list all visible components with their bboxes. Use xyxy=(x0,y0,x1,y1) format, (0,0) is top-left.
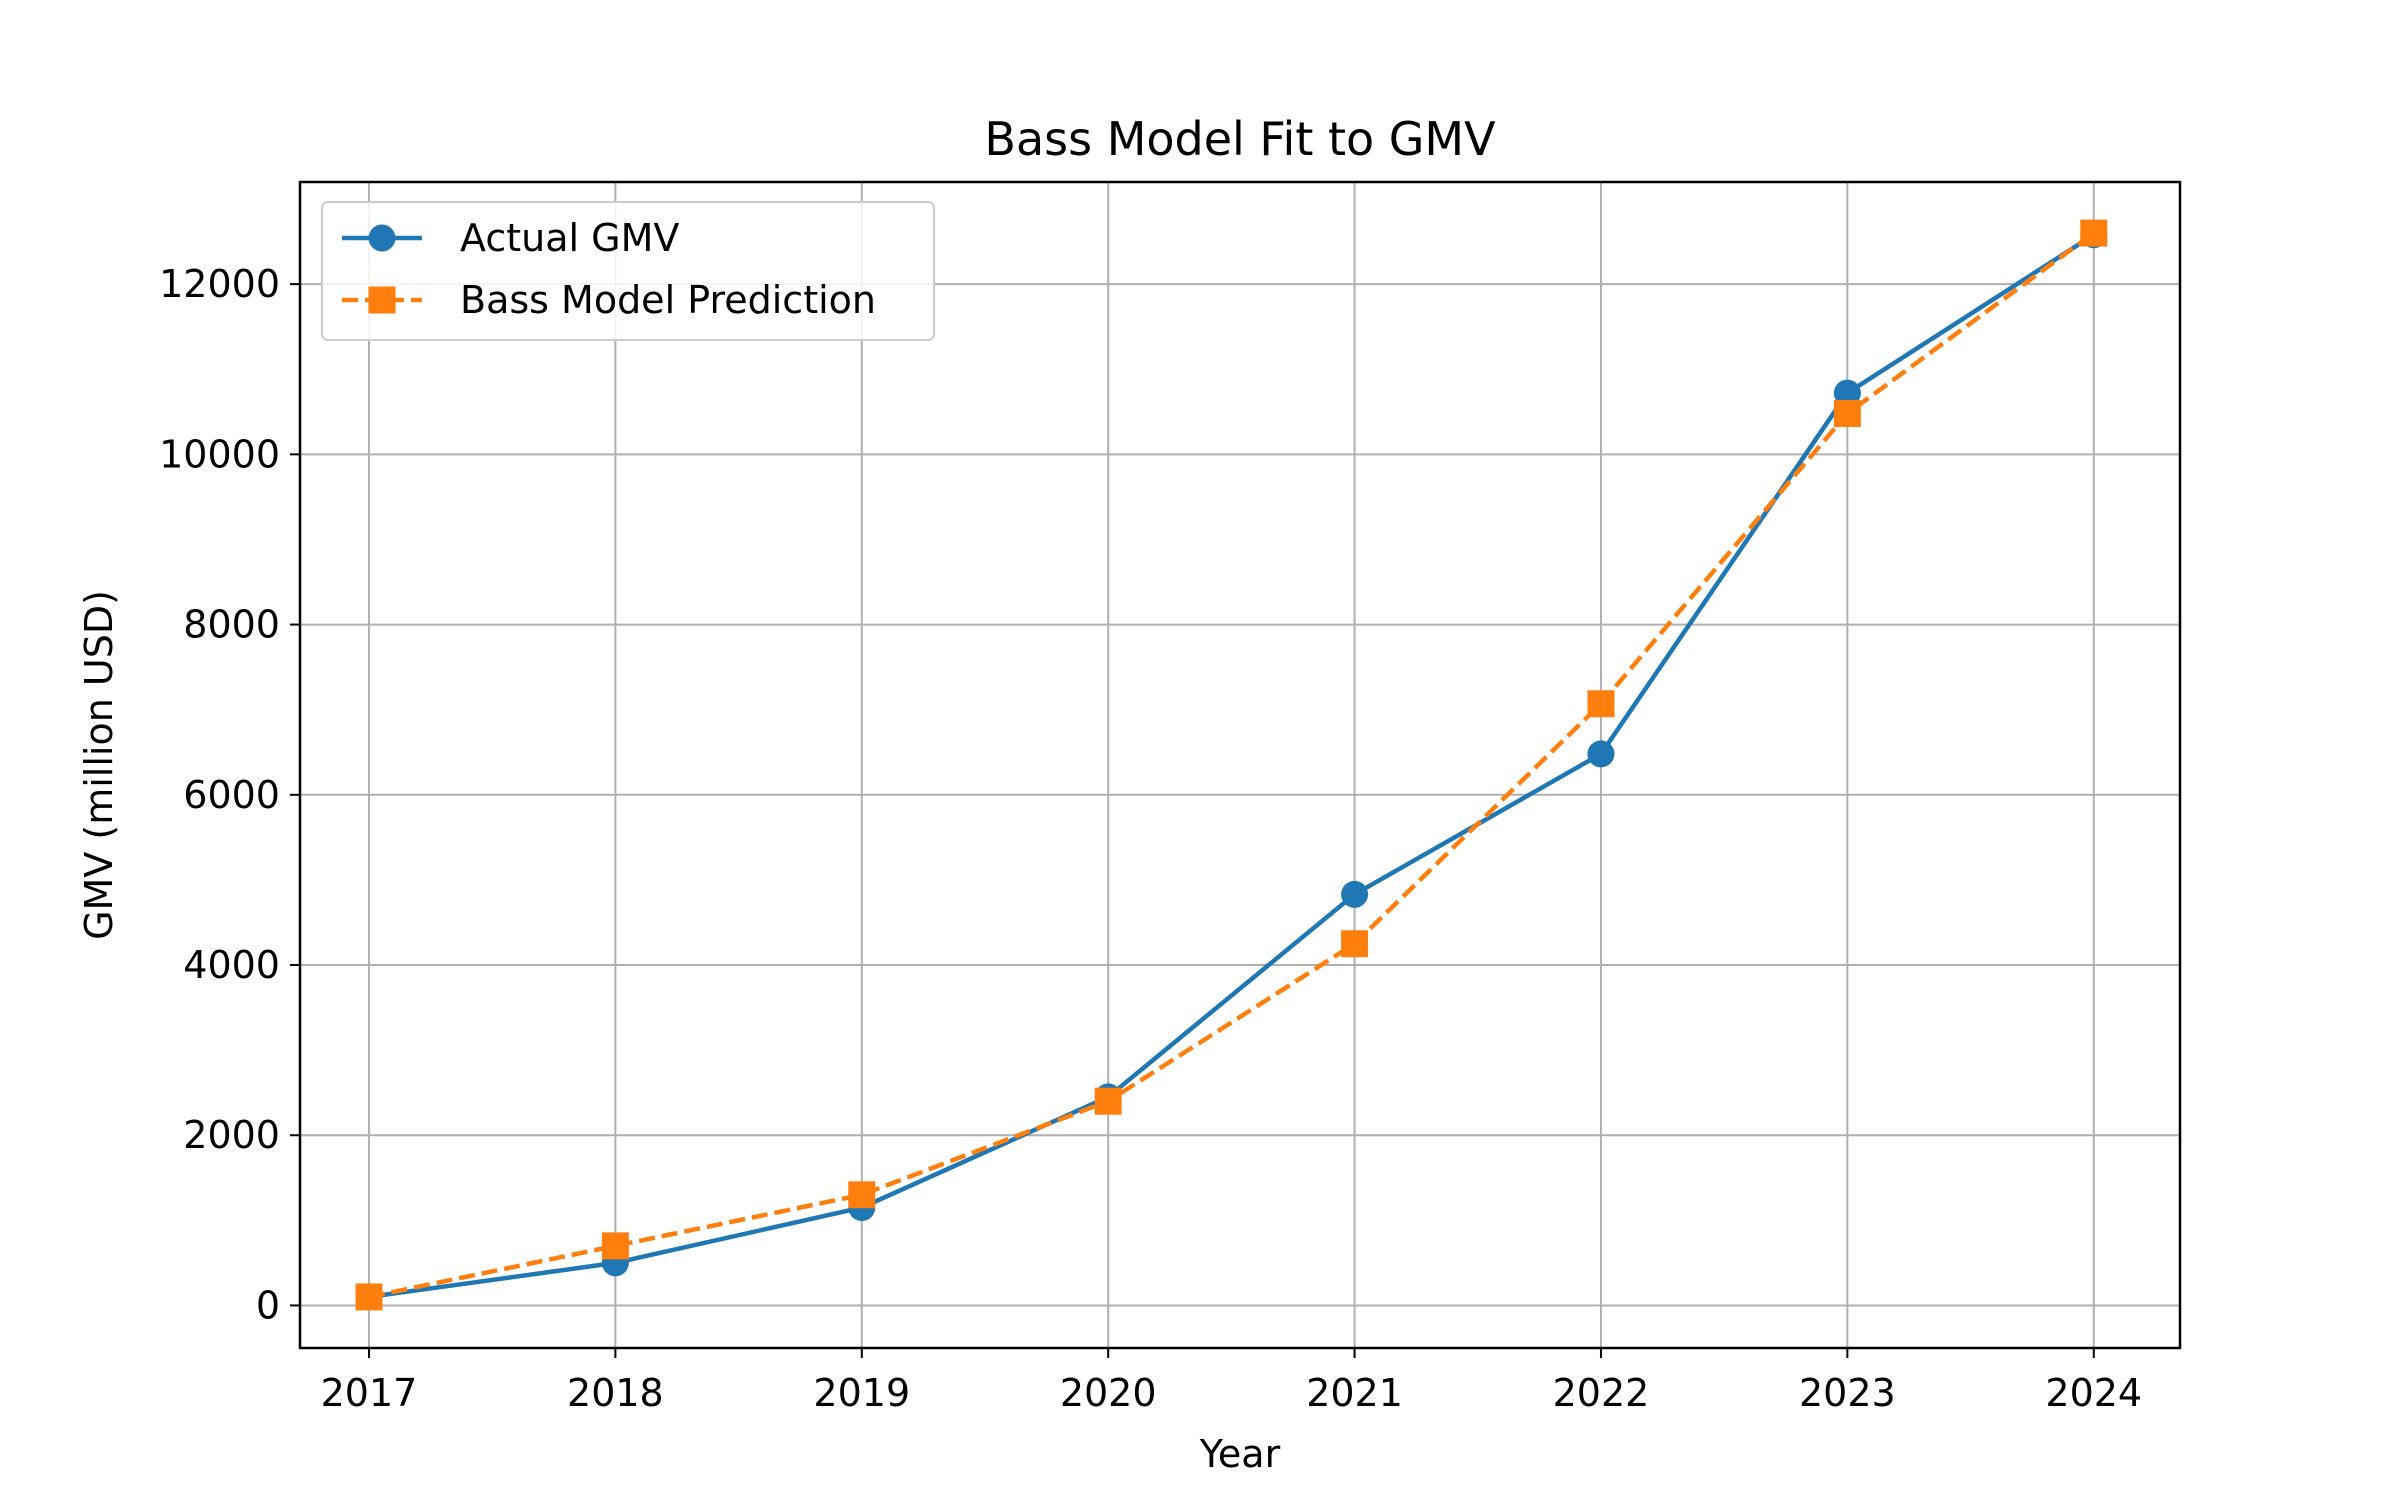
ticks: 2017 2018 2019 2020 2021 2022 2023 2024 0 2000 400… xyxy=(159,262,2142,1415)
data-point xyxy=(1587,690,1615,718)
y-tick-label: 0 xyxy=(256,1283,280,1327)
series-line xyxy=(368,232,2095,1300)
data-point xyxy=(355,1283,383,1311)
data-point xyxy=(1833,399,1861,427)
y-tick-label: 2000 xyxy=(183,1113,280,1157)
legend-item: Bass Model Prediction xyxy=(342,278,876,322)
y-tick-label: 10000 xyxy=(159,432,280,476)
y-tick-label: 8000 xyxy=(183,603,280,647)
data-point xyxy=(1341,930,1369,958)
x-tick-label: 2023 xyxy=(1799,1371,1896,1415)
legend-label: Bass Model Prediction xyxy=(460,278,876,322)
data-point xyxy=(1587,740,1615,768)
y-tick-label: 12000 xyxy=(159,262,280,306)
y-axis-title: GMV (million USD) xyxy=(77,590,121,940)
data-point xyxy=(1094,1087,1122,1115)
data-point xyxy=(1833,379,1861,407)
x-tick-label: 2017 xyxy=(321,1371,418,1415)
legend-label: Actual GMV xyxy=(460,216,679,260)
chart-title: Bass Model Fit to GMV xyxy=(984,112,1496,166)
x-axis-title: Year xyxy=(1199,1432,1281,1476)
data-point xyxy=(1341,880,1369,908)
grid xyxy=(300,182,2180,1348)
x-tick-label: 2021 xyxy=(1306,1371,1403,1415)
data-point xyxy=(2080,219,2108,247)
series-layer xyxy=(355,219,2108,1311)
legend: Actual GMV Bass Model Prediction xyxy=(321,201,935,341)
x-tick-label: 2019 xyxy=(813,1371,910,1415)
data-point xyxy=(601,1232,629,1260)
y-tick-label: 6000 xyxy=(183,773,280,817)
legend-box xyxy=(321,201,935,341)
legend-marker xyxy=(368,286,396,314)
legend-item: Actual GMV xyxy=(342,216,679,260)
legend-marker xyxy=(368,224,396,252)
x-tick-label: 2018 xyxy=(567,1371,664,1415)
data-point xyxy=(848,1181,876,1209)
x-tick-label: 2022 xyxy=(1553,1371,1650,1415)
series-bass-model-prediction xyxy=(355,219,2108,1311)
y-tick-label: 4000 xyxy=(183,943,280,987)
plot-frame xyxy=(298,180,2182,1350)
x-tick-label: 2024 xyxy=(2045,1371,2142,1415)
x-tick-label: 2020 xyxy=(1060,1371,1157,1415)
